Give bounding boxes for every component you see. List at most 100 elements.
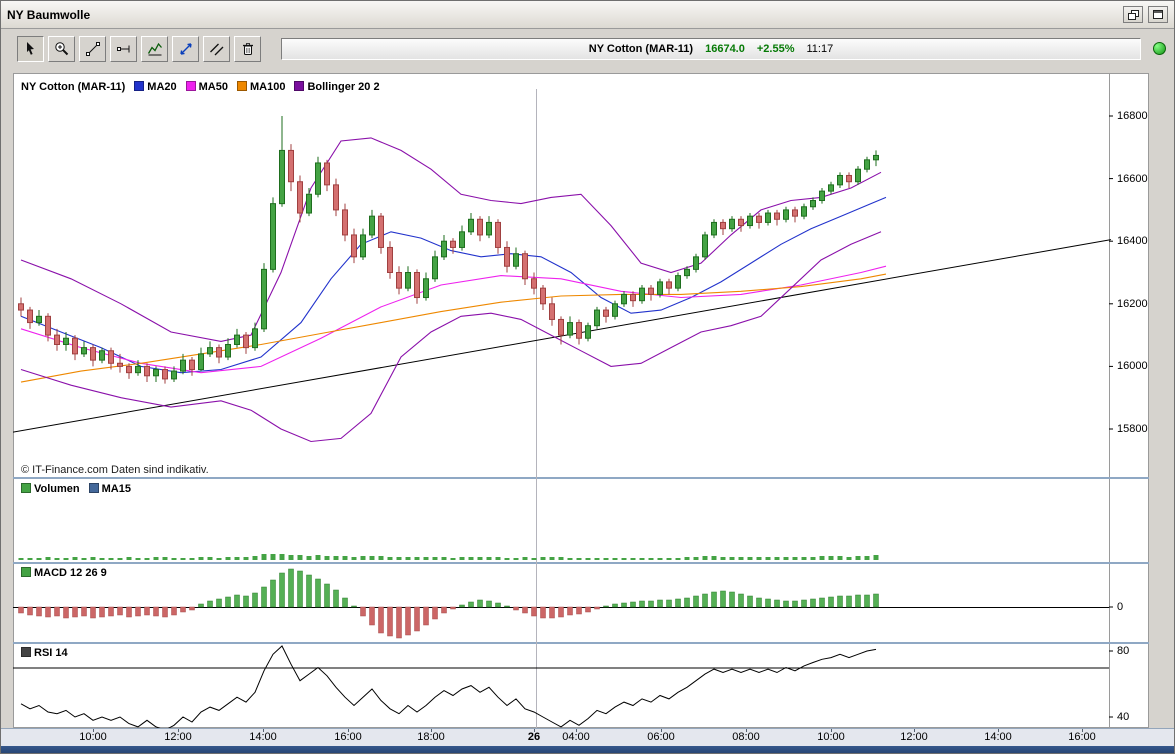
time-axis-tick [534,729,535,732]
volume-panel-legend: Volumen MA15 [21,483,131,495]
rsi-color-swatch [21,647,31,657]
y-axis-label: 15800 [1117,423,1148,435]
maximize-icon [1153,10,1163,19]
horizontal-line-icon [116,45,129,52]
trendline-icon [85,41,100,56]
chart-frame [13,73,1149,728]
legend-item-ma100[interactable]: MA100 [236,81,286,93]
legend-item-bollinger[interactable]: Bollinger 20 2 [294,81,380,93]
time-axis-label: 14:00 [984,731,1012,743]
time-axis-label: 26 [527,731,541,743]
legend-item-volume[interactable]: Volumen [21,483,80,495]
ma20-line [20,196,887,374]
y-axis-label: 40 [1117,711,1130,723]
parallel-lines-tool-button[interactable] [203,35,230,62]
time-axis-label: 04:00 [562,731,590,743]
legend-instrument: NY Cotton (MAR-11) [21,81,126,93]
time-axis-tick [431,729,432,732]
instrument-status-bar: NY Cotton (MAR-11) 16674.0 +2.55% 11:17 [281,37,1141,60]
status-time: 11:17 [806,42,834,55]
time-axis-label: 16:00 [334,731,362,743]
connection-status-led [1153,42,1166,55]
time-axis-tick [661,729,662,732]
delete-tool-button[interactable] [234,35,261,62]
y-axis-label: 16400 [1117,235,1148,248]
time-axis-tick [914,729,915,732]
time-axis-tick [831,729,832,732]
chart-canvas[interactable] [13,73,1149,728]
cursor-tool-button[interactable] [17,35,44,62]
time-axis-tick [263,729,264,732]
window-title: NY Baumwolle [7,7,91,22]
ma20-color-swatch [134,81,145,91]
ma100-line [20,273,887,383]
volume-label: Volumen [34,483,80,495]
legend-item-rsi[interactable]: RSI 14 [21,647,68,659]
time-axis-label: 06:00 [647,731,675,743]
window-buttons [1123,6,1168,23]
horizontal-line-tool-button[interactable] [110,35,137,62]
status-instrument: NY Cotton (MAR-11) [588,42,694,55]
time-axis-label: 16:00 [1068,731,1096,743]
ma20-label: MA20 [147,81,177,93]
price-chart-legend: NY Cotton (MAR-11) MA20 MA50 MA100 Bolli… [21,81,380,93]
zoom-tool-button[interactable] [48,35,75,62]
chart-area: NY Cotton (MAR-11) MA20 MA50 MA100 Bolli… [13,73,1149,728]
macd-histogram [18,568,879,639]
bottom-bar [1,746,1174,753]
parallel-lines-icon [209,43,223,55]
y-axis-label: 16600 [1117,172,1148,185]
time-axis-tick [348,729,349,732]
time-axis-label: 10:00 [79,731,107,743]
copyright-notice: © IT-Finance.com Daten sind indikativ. [21,464,209,476]
trash-icon [242,42,253,55]
time-axis-tick [93,729,94,732]
bollinger-lower-line [20,231,882,443]
move-tool-button[interactable] [172,35,199,62]
rsi-line [20,645,877,728]
rsi-label: RSI 14 [34,647,68,659]
time-axis-tick [576,729,577,732]
status-change: +2.55% [756,42,795,55]
y-axis-label: 16800 [1117,110,1148,122]
indicator-tool-button[interactable] [141,35,168,62]
restore-button[interactable] [1123,6,1143,23]
y-axis-label: 16000 [1117,360,1148,373]
rsi-panel-legend: RSI 14 [21,647,68,659]
trend-line [13,239,1112,433]
restore-icon [1127,9,1139,20]
ma50-label: MA50 [198,81,228,93]
window-titlebar[interactable]: NY Baumwolle [1,1,1174,29]
ma15-color-swatch [88,483,99,493]
y-axis-label: 0 [1117,601,1124,613]
y-axis-label: 16200 [1117,297,1148,310]
time-axis-tick [746,729,747,732]
candlestick-series [18,116,879,384]
maximize-button[interactable] [1148,6,1168,23]
indicator-zigzag-icon [147,42,162,55]
legend-item-ma50[interactable]: MA50 [185,81,228,93]
time-axis-label: 18:00 [417,731,445,743]
ma15-label: MA15 [101,483,131,495]
move-arrows-icon [179,42,192,55]
axis-ticks [1109,115,1113,718]
ma50-line [20,265,887,374]
time-axis-label: 12:00 [164,731,192,743]
status-price: 16674.0 [705,42,745,55]
time-axis-label: 14:00 [249,731,277,743]
ma50-color-swatch [185,81,196,91]
macd-label: MACD 12 26 9 [34,567,107,579]
legend-item-macd[interactable]: MACD 12 26 9 [21,567,107,579]
legend-item-ma15[interactable]: MA15 [88,483,131,495]
time-axis-label: 10:00 [817,731,845,743]
volume-color-swatch [21,483,31,493]
time-axis[interactable]: 10:00 12:00 14:00 16:00 18:00 26 04:00 06:00 08:… [1,728,1174,746]
legend-item-ma20[interactable]: MA20 [134,81,177,93]
y-axis-label: 80 [1117,645,1130,657]
time-axis-label: 08:00 [732,731,760,743]
cursor-icon [26,41,34,55]
toolbar: NY Cotton (MAR-11) 16674.0 +2.55% 11:17 [1,30,1174,67]
trendline-tool-button[interactable] [79,35,106,62]
ma100-label: MA100 [249,81,286,93]
